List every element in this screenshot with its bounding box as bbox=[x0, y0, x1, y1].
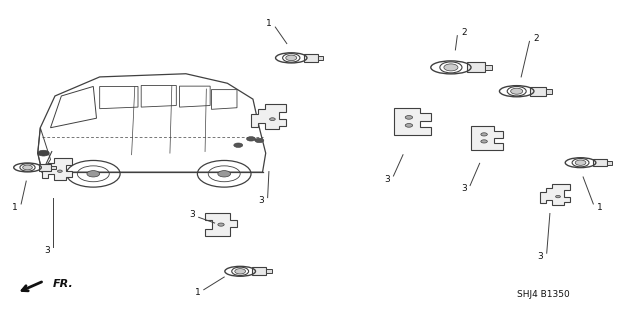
Circle shape bbox=[246, 137, 255, 141]
Circle shape bbox=[22, 165, 33, 170]
Text: 2: 2 bbox=[461, 28, 467, 37]
Circle shape bbox=[269, 118, 275, 121]
Bar bbox=[38, 164, 51, 171]
Circle shape bbox=[481, 133, 487, 136]
Circle shape bbox=[218, 171, 230, 177]
Circle shape bbox=[405, 115, 413, 119]
Bar bbox=[467, 63, 485, 72]
Bar bbox=[485, 64, 492, 70]
Text: 1: 1 bbox=[266, 19, 272, 28]
Polygon shape bbox=[471, 126, 504, 150]
Circle shape bbox=[286, 55, 297, 61]
Text: 2: 2 bbox=[533, 34, 539, 43]
Text: 1: 1 bbox=[12, 203, 18, 211]
Polygon shape bbox=[42, 158, 72, 180]
Circle shape bbox=[235, 269, 246, 274]
Bar bbox=[51, 166, 56, 169]
Circle shape bbox=[556, 196, 561, 198]
Text: FR.: FR. bbox=[53, 279, 74, 289]
Circle shape bbox=[218, 223, 224, 226]
Circle shape bbox=[58, 170, 62, 172]
Bar bbox=[318, 56, 323, 60]
Bar bbox=[607, 160, 612, 165]
Circle shape bbox=[234, 143, 243, 147]
Text: 3: 3 bbox=[461, 184, 467, 193]
Text: 3: 3 bbox=[538, 252, 543, 261]
Text: 3: 3 bbox=[189, 210, 195, 219]
Text: 3: 3 bbox=[384, 175, 390, 184]
Polygon shape bbox=[252, 104, 287, 129]
Text: 3: 3 bbox=[44, 246, 49, 255]
Circle shape bbox=[481, 140, 487, 143]
Bar bbox=[531, 87, 546, 95]
Circle shape bbox=[255, 138, 264, 143]
Text: SHJ4 B1350: SHJ4 B1350 bbox=[517, 290, 570, 299]
Bar bbox=[546, 89, 552, 93]
Text: 3: 3 bbox=[259, 196, 264, 205]
Text: 1: 1 bbox=[195, 288, 200, 297]
Circle shape bbox=[444, 64, 458, 71]
Text: 1: 1 bbox=[597, 203, 603, 211]
Polygon shape bbox=[205, 213, 237, 236]
Polygon shape bbox=[540, 184, 570, 205]
Circle shape bbox=[511, 88, 523, 94]
Circle shape bbox=[405, 123, 413, 127]
Polygon shape bbox=[394, 108, 431, 135]
Bar bbox=[252, 268, 266, 275]
Bar bbox=[266, 269, 271, 273]
Circle shape bbox=[575, 160, 586, 165]
Circle shape bbox=[38, 150, 49, 156]
Bar bbox=[304, 54, 318, 62]
Bar bbox=[593, 159, 607, 167]
Circle shape bbox=[87, 171, 100, 177]
